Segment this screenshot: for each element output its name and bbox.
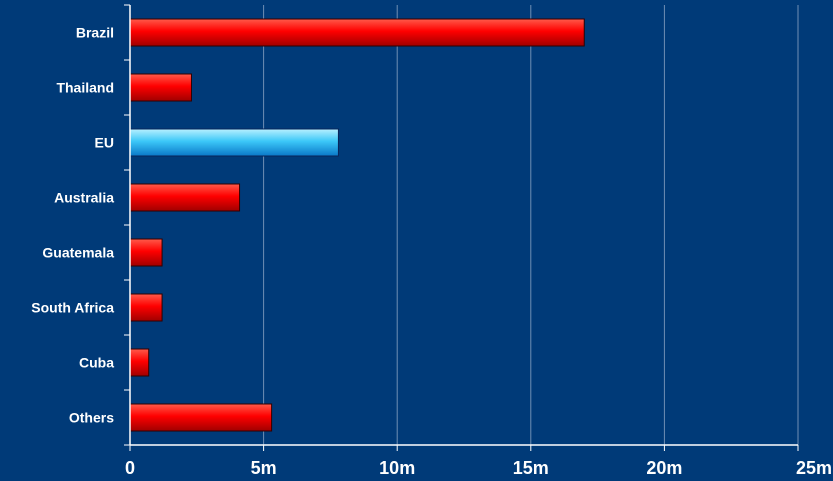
bar-eu <box>129 128 339 157</box>
x-tick-label-20: 20m <box>646 458 682 478</box>
category-label-brazil: Brazil <box>76 25 114 41</box>
labels: Brazil Thailand EU Australia Guatemala South … <box>31 25 832 479</box>
bar-others <box>129 403 273 432</box>
category-label-cuba: Cuba <box>79 355 114 371</box>
x-tick-label-5: 5m <box>251 458 277 478</box>
category-label-eu: EU <box>95 135 114 151</box>
category-label-australia: Australia <box>54 190 114 206</box>
x-tick-label-25: 25m <box>796 458 832 478</box>
category-label-south-africa: South Africa <box>31 300 114 316</box>
bar-brazil <box>129 18 585 47</box>
bar-cuba <box>129 348 150 377</box>
x-tick-label-10: 10m <box>379 458 415 478</box>
bar-australia <box>129 183 241 212</box>
category-label-others: Others <box>69 410 114 426</box>
x-tick-label-0: 0 <box>125 458 135 478</box>
gridlines <box>263 5 799 445</box>
axes <box>124 4 799 451</box>
category-label-guatemala: Guatemala <box>42 245 114 261</box>
category-label-thailand: Thailand <box>56 80 114 96</box>
bar-south-africa <box>129 293 163 322</box>
x-tick-label-15: 15m <box>513 458 549 478</box>
bar-thailand <box>129 73 192 102</box>
bar-guatemala <box>129 238 163 267</box>
